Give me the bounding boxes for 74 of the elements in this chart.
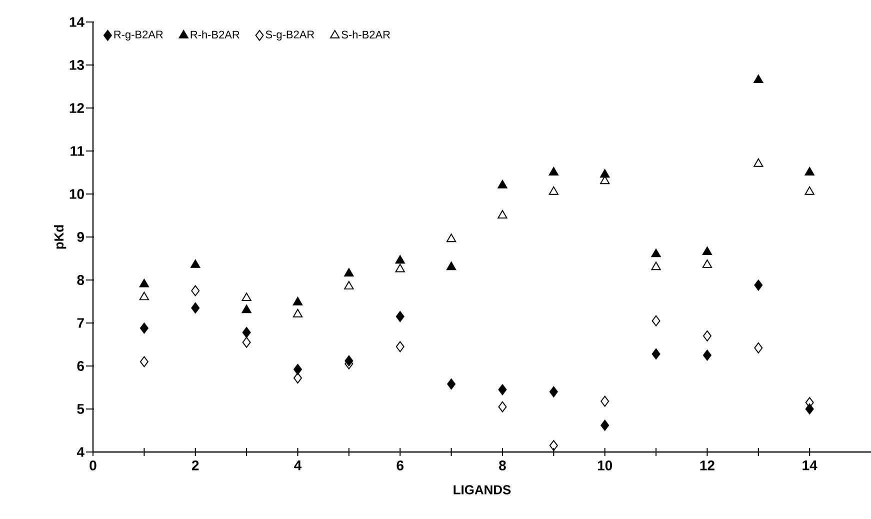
point [242,326,251,338]
point [498,384,507,396]
point [754,280,763,291]
y-tick-label: 9 [77,232,84,242]
point [242,292,252,302]
point [446,262,456,270]
x-tick-label: 14 [802,460,818,470]
point [651,262,661,270]
y-tick-label: 12 [70,103,84,113]
point [191,302,200,314]
point [498,401,507,412]
point [549,386,558,398]
point [600,420,610,431]
point [395,255,405,264]
point [804,186,814,195]
y-tick-label: 13 [70,60,84,70]
point [549,440,558,452]
point [395,264,405,272]
point [600,396,610,407]
point [498,180,508,188]
y-tick-label: 11 [70,146,84,156]
y-tick-label: 8 [77,275,84,285]
y-tick-label: 10 [70,189,84,199]
legend-label: S-h-B2AR [342,30,390,39]
point [140,322,148,334]
point [702,246,712,256]
y-tick-label: 5 [77,404,84,414]
y-tick-label: 6 [77,361,84,371]
point [447,378,456,390]
point [139,278,149,288]
point [548,167,558,176]
x-tick-label: 2 [192,460,199,470]
point [702,350,712,361]
x-tick-label: 12 [700,460,714,470]
point [242,336,251,348]
y-tick-label: 14 [70,17,84,27]
point [396,341,404,352]
point [754,74,764,84]
point [754,158,764,167]
point [242,304,252,314]
legend-label: R-g-B2AR [114,30,163,41]
point [702,330,712,342]
point [446,234,456,242]
x-tick-label: 6 [396,460,404,470]
y-tick-label: 7 [77,318,84,328]
point [651,248,661,258]
point [139,292,149,300]
y-axis-title: pKd [54,225,66,249]
x-tick-label: 4 [294,460,302,470]
point [600,169,610,178]
point [190,259,200,268]
legend-label: R-h-B2AR [190,30,240,38]
point [804,167,814,176]
y-tick-label: 4 [76,447,84,457]
point [548,186,558,195]
point [292,308,303,318]
x-tick-label: 10 [598,460,612,470]
point [702,259,712,268]
legend-label: S-g-B2AR [266,30,314,41]
point [140,356,148,368]
point [344,280,354,290]
point [344,268,354,277]
point [498,210,508,218]
point [191,285,200,296]
x-axis-title: LIGANDS [454,485,511,494]
point [396,311,404,322]
point [754,342,763,354]
point [652,315,660,326]
point [652,348,660,360]
point [294,372,302,384]
x-tick-label: 0 [90,460,96,470]
point [294,364,302,375]
x-tick-label: 8 [499,460,506,470]
point [292,296,303,306]
